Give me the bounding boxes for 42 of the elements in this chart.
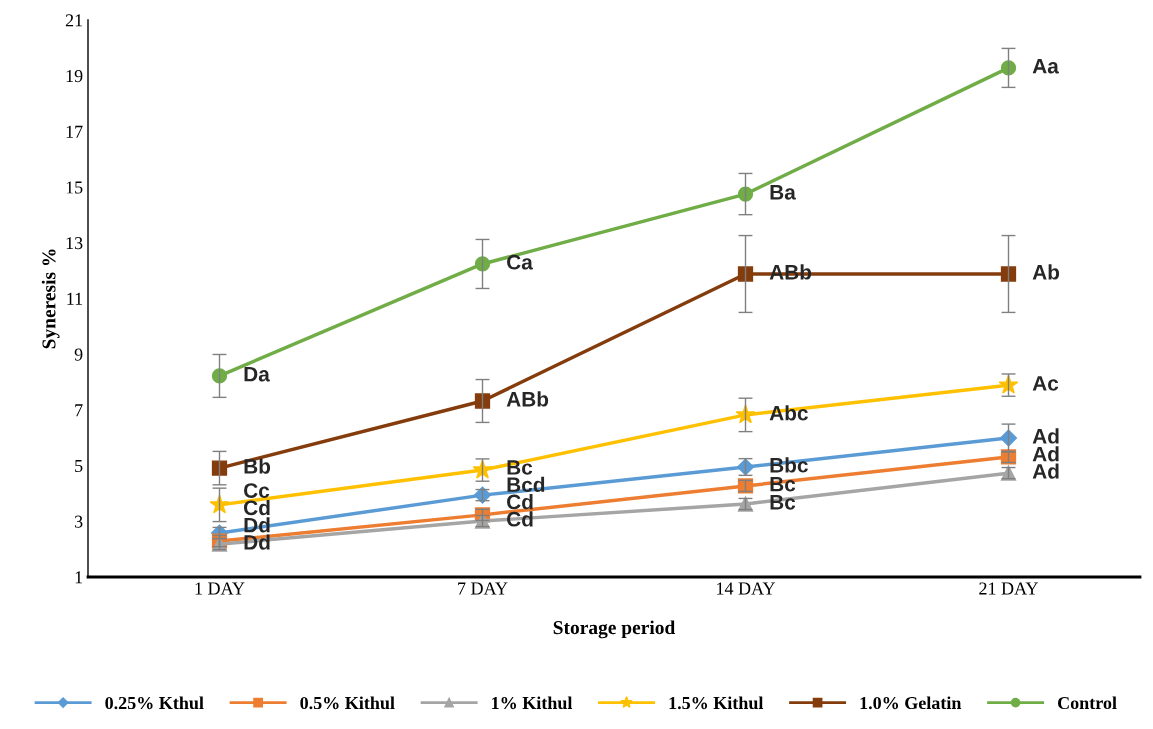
- legend-label: 0.5% Kithul: [300, 696, 395, 710]
- legend-label: Control: [1058, 696, 1117, 710]
- y-tick-label: 5: [75, 460, 83, 473]
- y-tick-label: 3: [74, 515, 83, 528]
- y-tick-label: 15: [66, 181, 83, 194]
- data-label: Ca: [507, 254, 533, 270]
- data-label: Cc: [244, 483, 270, 498]
- data-label: Dd: [244, 534, 270, 550]
- y-tick-label: 19: [66, 70, 83, 83]
- data-label: Ad: [1032, 428, 1059, 444]
- data-label: Ad: [1032, 463, 1059, 479]
- y-tick-label: 7: [75, 404, 83, 417]
- data-label: Cd: [507, 511, 533, 527]
- legend-label: 1.5% Kithul: [669, 696, 764, 710]
- x-axis-title: Storage period: [553, 620, 676, 639]
- data-label: Ad: [1032, 446, 1059, 462]
- y-tick-label: 9: [74, 348, 83, 361]
- legend-label: 1.0% Gelatin: [860, 696, 962, 710]
- y-axis-title: Syneresis %: [41, 249, 60, 349]
- data-label: Bcd: [507, 476, 545, 493]
- y-tick-label: 13: [66, 237, 83, 250]
- legend-label: 1% Kithul: [492, 696, 573, 710]
- y-tick-label: 11: [67, 292, 83, 305]
- x-tick-label: 1 DAY: [195, 582, 245, 595]
- data-label: Da: [244, 366, 270, 382]
- data-label: Ba: [770, 185, 796, 200]
- x-tick-label: 21 DAY: [979, 582, 1039, 595]
- data-label: Cd: [244, 499, 270, 516]
- data-label: Bc: [770, 495, 796, 510]
- x-tick-label: 14 DAY: [717, 582, 776, 595]
- data-label: Ab: [1032, 264, 1060, 280]
- data-label: Cd: [507, 494, 533, 510]
- y-tick-label: 1: [75, 571, 83, 584]
- y-tick-label: 17: [66, 125, 83, 138]
- data-label: Bc: [507, 460, 533, 475]
- data-label: Ac: [1032, 376, 1059, 391]
- data-label: Aa: [1032, 58, 1059, 74]
- legend-label: 0.25% Kthul: [105, 696, 204, 710]
- y-tick-label: 21: [65, 14, 83, 27]
- x-tick-label: 7 DAY: [458, 582, 508, 595]
- data-label: Bb: [244, 458, 271, 474]
- data-label: ABb: [506, 391, 549, 407]
